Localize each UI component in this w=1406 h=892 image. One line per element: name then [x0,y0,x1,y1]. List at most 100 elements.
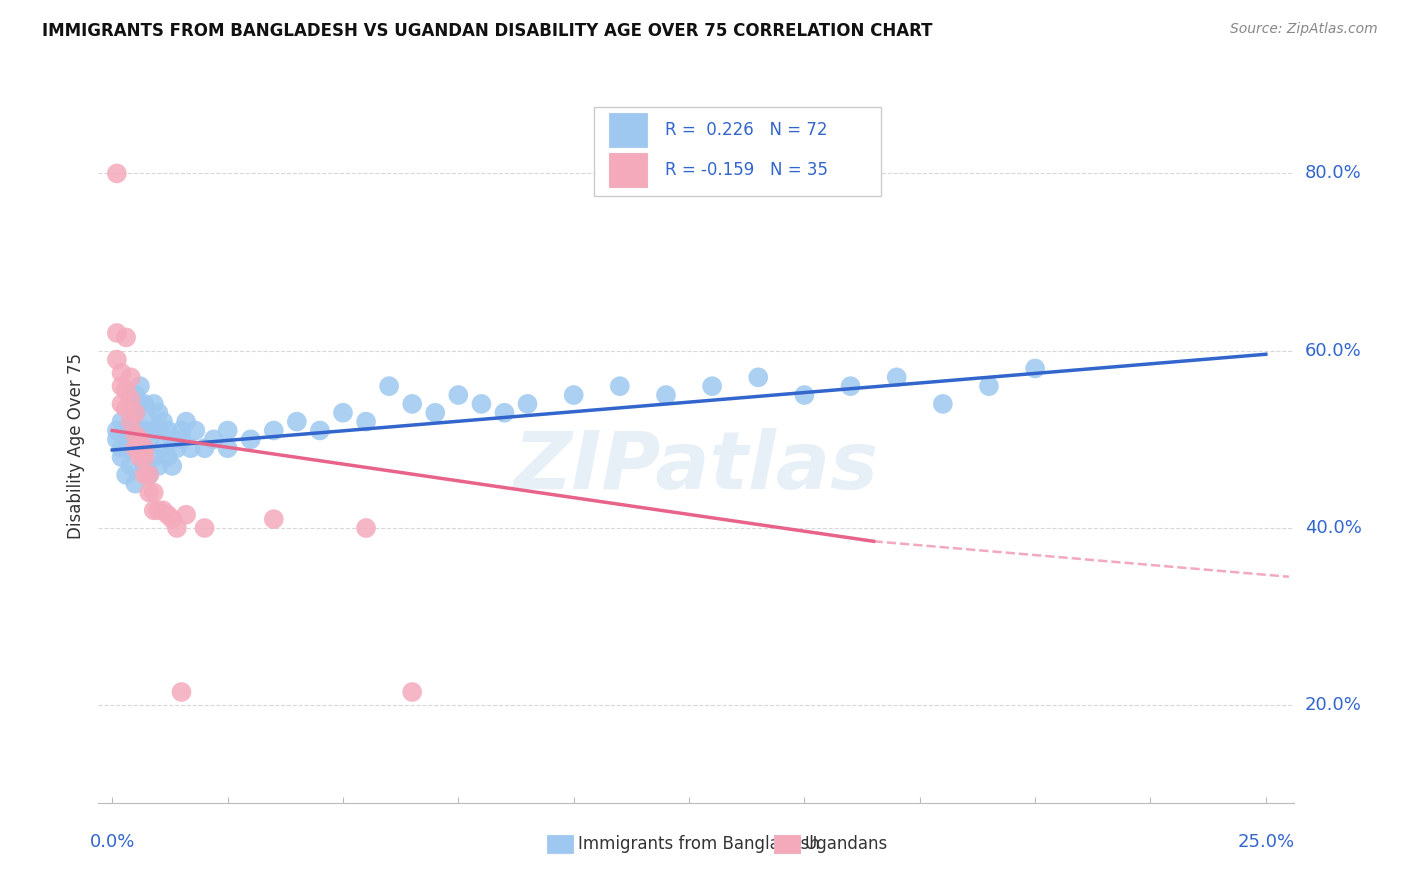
Point [110,366,132,380]
Point [655,388,678,402]
Point [700,379,723,393]
Point [174,415,197,429]
Point [124,441,146,455]
Point [193,441,215,455]
Point [217,441,239,455]
Point [184,424,207,438]
Point [562,388,585,402]
Point [180,441,202,455]
Point [115,401,138,416]
Point [839,379,862,393]
Point [217,424,239,438]
Point [202,433,225,447]
Point [170,424,193,438]
Point [162,458,184,473]
Text: IMMIGRANTS FROM BANGLADESH VS UGANDAN DISABILITY AGE OVER 75 CORRELATION CHART: IMMIGRANTS FROM BANGLADESH VS UGANDAN DI… [42,22,932,40]
Point [124,428,146,442]
Point [129,424,152,438]
Text: ZIPatlas: ZIPatlas [513,428,879,507]
Point [134,467,156,482]
Point [138,485,160,500]
FancyBboxPatch shape [609,113,647,147]
Point [134,458,156,473]
Text: 0.0%: 0.0% [90,833,135,851]
Point [166,441,188,455]
Point [115,384,138,398]
Point [124,406,146,420]
Point [105,326,128,340]
Point [110,379,132,393]
Point [793,388,815,402]
Point [120,433,142,447]
Point [115,330,138,344]
Point [110,441,132,455]
Point [129,379,152,393]
FancyBboxPatch shape [595,107,882,196]
Point [156,450,179,464]
Point [148,424,170,438]
Point [932,397,955,411]
Point [105,352,128,367]
Y-axis label: Disability Age Over 75: Disability Age Over 75 [67,353,86,539]
Point [309,424,332,438]
Point [124,424,146,438]
Point [134,450,156,464]
Point [134,441,156,455]
Point [148,503,170,517]
Point [142,503,165,517]
Point [120,458,142,473]
FancyBboxPatch shape [773,835,800,853]
Text: 25.0%: 25.0% [1237,833,1295,851]
Point [129,450,152,464]
Point [193,521,215,535]
Point [354,415,377,429]
Point [110,397,132,411]
Point [134,441,156,455]
Text: 20.0%: 20.0% [1305,697,1361,714]
Point [148,406,170,420]
Point [470,397,492,411]
Point [977,379,1000,393]
Point [886,370,908,384]
Point [156,424,179,438]
Point [105,433,128,447]
Text: Immigrants from Bangladesh: Immigrants from Bangladesh [578,835,820,853]
Point [105,166,128,180]
Point [115,441,138,455]
Point [170,685,193,699]
Point [142,485,165,500]
Point [152,415,174,429]
Point [494,406,516,420]
Point [170,433,193,447]
Text: 40.0%: 40.0% [1305,519,1361,537]
Point [378,379,401,393]
Point [120,392,142,407]
Point [156,508,179,522]
Point [124,406,146,420]
Text: 80.0%: 80.0% [1305,164,1361,182]
Point [174,508,197,522]
Point [747,370,769,384]
Point [110,450,132,464]
Point [110,415,132,429]
Point [142,424,165,438]
Point [263,512,285,526]
Point [138,415,160,429]
Point [447,388,470,402]
Text: R = -0.159   N = 35: R = -0.159 N = 35 [665,161,828,179]
Text: Source: ZipAtlas.com: Source: ZipAtlas.com [1230,22,1378,37]
Point [152,503,174,517]
Point [124,476,146,491]
Text: Ugandans: Ugandans [804,835,889,853]
Point [162,433,184,447]
Point [138,467,160,482]
Point [129,441,152,455]
Point [166,521,188,535]
Point [115,424,138,438]
Point [152,441,174,455]
Point [129,433,152,447]
Point [401,397,423,411]
Point [263,424,285,438]
Point [425,406,447,420]
Point [609,379,631,393]
